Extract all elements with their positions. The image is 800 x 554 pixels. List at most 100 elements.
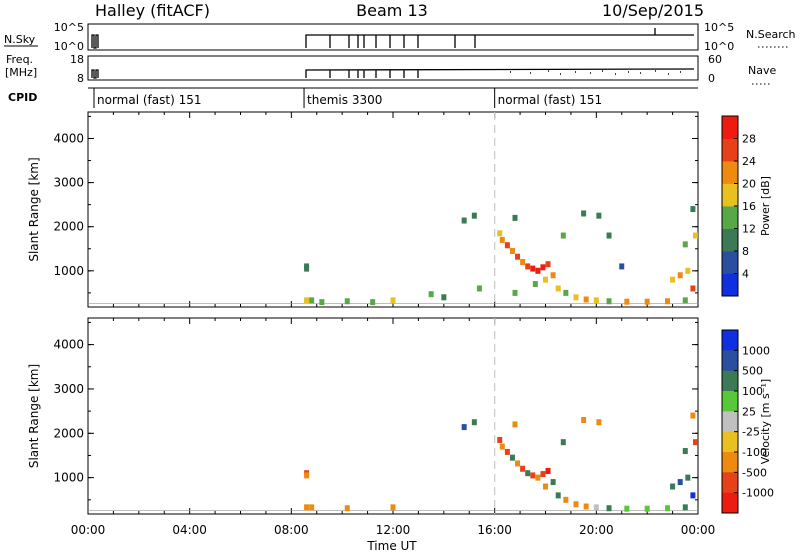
colorbar-swatch-0-2 [722, 228, 738, 252]
colorbar-swatch-0-7 [722, 116, 738, 139]
colorbar-swatch-1-1 [722, 350, 738, 372]
data-cell-1-6 [461, 424, 467, 431]
data-cell-1-37 [690, 412, 696, 419]
colorbar-tick-label-1-3: 25 [742, 405, 756, 418]
data-cell-1-3 [309, 504, 315, 511]
data-cell-0-14 [499, 236, 505, 243]
data-cell-0-22 [540, 264, 546, 271]
data-cell-1-11 [509, 454, 515, 461]
data-cell-0-28 [563, 289, 569, 296]
colorbar-swatch-0-6 [722, 138, 738, 162]
nsky-left-tick-top: 10^5 [54, 21, 84, 34]
data-cell-0-23 [545, 261, 551, 268]
data-cell-1-4 [344, 505, 350, 512]
colorbar-swatch-1-4 [722, 411, 738, 433]
power-panel: Slant Range [km] 1000 2000 3000 4000 4 8 12 16 20… [27, 111, 772, 308]
time-tick-label-0: 00:00 [71, 523, 106, 537]
cpid-segment-label-2: normal (fast) 151 [498, 93, 602, 107]
colorbar-tick-label-1-4: -25 [742, 426, 760, 439]
data-cell-1-35 [682, 448, 688, 455]
data-cell-1-7 [471, 419, 477, 426]
colorbar-tick-label-1-6: -500 [742, 466, 767, 479]
colorbar-swatch-1-3 [722, 391, 738, 412]
colorbar-swatch-1-5 [722, 431, 738, 453]
data-cell-1-21 [555, 492, 561, 499]
data-cell-1-40 [596, 419, 602, 426]
data-cell-1-2 [304, 504, 310, 511]
time-axis-ticks: 00:00 04:00 08:00 12:00 16:00 20:00 00:00 [71, 523, 716, 537]
data-cell-0-9 [441, 294, 447, 301]
data-cell-0-31 [593, 297, 599, 304]
freq-panel-frame [87, 55, 699, 81]
data-cell-0-29 [573, 294, 579, 301]
colorbar-swatch-0-0 [722, 273, 738, 297]
data-cell-0-2 [304, 297, 310, 304]
colorbar-label-0: Power [dB] [759, 176, 772, 236]
panel-frame-1 [87, 317, 699, 515]
data-cell-0-33 [624, 298, 630, 305]
colorbar-tick-label-0-1: 8 [742, 245, 749, 258]
nsky-right-tick-top: 10^5 [704, 21, 734, 34]
data-cell-0-48 [619, 263, 625, 270]
data-cell-0-3 [309, 297, 315, 304]
data-cell-0-27 [555, 285, 561, 292]
colorbar-tick-label-1-0: 1000 [742, 344, 770, 357]
nsky-right-tick-bottom: 10^0 [704, 40, 734, 53]
data-cell-0-26 [532, 281, 538, 288]
data-cell-0-16 [509, 247, 515, 254]
data-cell-0-36 [682, 297, 688, 304]
time-tick-label-4: 16:00 [477, 523, 512, 537]
freq-right-label: Nave [748, 64, 776, 77]
data-cell-0-40 [690, 285, 696, 292]
data-cell-1-19 [550, 479, 556, 486]
y-tick-label-0-1: 2000 [53, 220, 84, 234]
data-cell-0-50 [560, 232, 566, 239]
data-cell-1-8 [497, 436, 503, 443]
cpid-segment-label-0: normal (fast) 151 [97, 93, 201, 107]
data-cell-1-18 [545, 467, 551, 474]
data-cell-0-5 [344, 298, 350, 305]
time-tick-label-1: 04:00 [172, 523, 207, 537]
data-cell-0-47 [606, 232, 612, 239]
data-cell-0-46 [596, 212, 602, 219]
data-cell-1-38 [512, 421, 518, 428]
colorbar-swatch-1-7 [722, 472, 738, 494]
freq-right-tick-top: 60 [708, 53, 722, 66]
colorbar-swatch-0-1 [722, 251, 738, 274]
header-beam: Beam 13 [356, 1, 428, 20]
time-tick-label-6: 00:00 [681, 523, 716, 537]
colorbar-tick-label-1-7: -1000 [742, 487, 774, 500]
data-cell-0-30 [583, 296, 589, 303]
data-cell-0-42 [692, 232, 698, 239]
nsky-trace [91, 28, 694, 49]
data-cell-1-1 [304, 472, 310, 479]
data-cell-0-7 [390, 297, 396, 304]
data-cell-1-15 [530, 472, 536, 479]
colorbar-tick-label-0-6: 28 [742, 133, 756, 146]
data-cell-0-21 [535, 267, 541, 274]
data-cell-0-25 [543, 276, 548, 283]
data-cell-1-32 [677, 479, 683, 486]
colorbar-tick-label-0-4: 20 [742, 178, 756, 191]
colorbar-swatch-1-0 [722, 330, 738, 351]
y-tick-label-1-2: 3000 [53, 382, 84, 396]
data-cell-1-34 [690, 492, 696, 499]
data-cell-0-20 [530, 265, 536, 272]
data-cell-1-30 [682, 504, 688, 511]
data-cell-1-12 [515, 460, 521, 467]
data-cell-0-17 [515, 253, 521, 260]
colorbar-tick-label-1-1: 500 [742, 365, 763, 378]
time-tick-label-5: 20:00 [579, 523, 614, 537]
y-tick-label-0-0: 1000 [53, 264, 84, 278]
colorbar-tick-label-0-5: 24 [742, 155, 756, 168]
data-cell-0-8 [428, 291, 434, 298]
data-cell-1-25 [593, 504, 599, 511]
y-tick-label-1-3: 4000 [53, 338, 84, 352]
data-cell-1-20 [543, 483, 548, 490]
y-tick-label-1-0: 1000 [53, 471, 84, 485]
freq-left-tick-bottom: 8 [77, 72, 84, 85]
data-cell-0-34 [644, 298, 650, 305]
time-tick-label-2: 08:00 [274, 523, 309, 537]
